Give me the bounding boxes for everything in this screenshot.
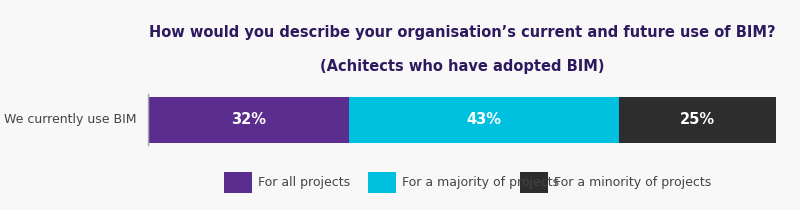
Text: (Achitects who have adopted BIM): (Achitects who have adopted BIM) <box>320 59 604 74</box>
Bar <box>520 172 548 193</box>
Bar <box>148 97 349 143</box>
Text: For a minority of projects: For a minority of projects <box>554 176 712 189</box>
Text: For a majority of projects: For a majority of projects <box>402 176 559 189</box>
Text: For all projects: For all projects <box>258 176 350 189</box>
Text: We currently use BIM: We currently use BIM <box>3 113 136 126</box>
Bar <box>368 172 396 193</box>
Text: 32%: 32% <box>231 112 266 127</box>
Text: 43%: 43% <box>466 112 502 127</box>
Bar <box>224 172 252 193</box>
Bar <box>619 97 776 143</box>
Text: 25%: 25% <box>680 112 715 127</box>
Bar <box>349 97 619 143</box>
Text: How would you describe your organisation’s current and future use of BIM?: How would you describe your organisation… <box>149 25 775 40</box>
